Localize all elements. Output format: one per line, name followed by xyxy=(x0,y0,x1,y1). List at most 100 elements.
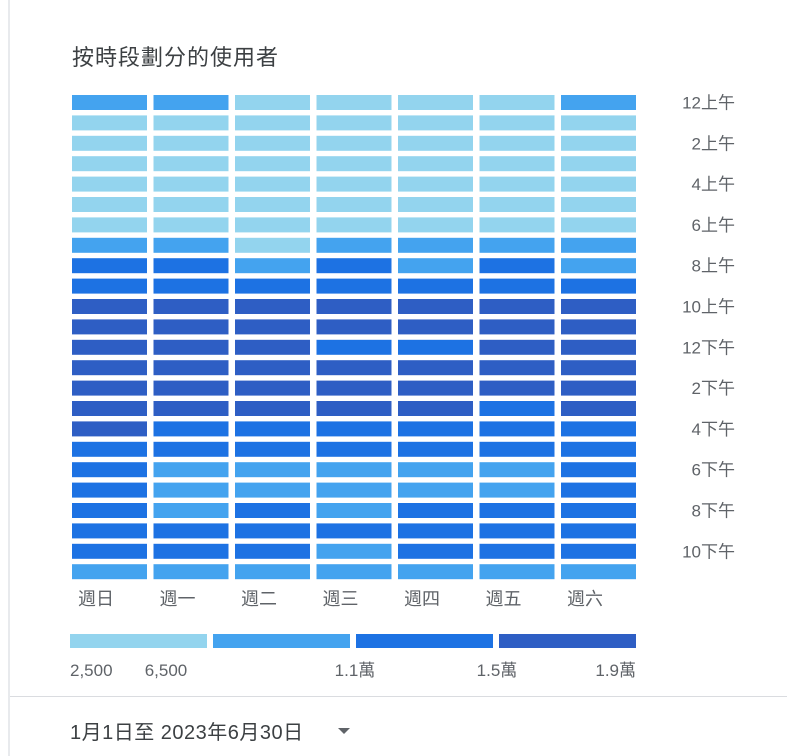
heatmap-cell-6下午-週日[interactable] xyxy=(72,462,147,478)
heatmap-cell-8上午-週六[interactable] xyxy=(561,258,636,274)
heatmap-cell-10下午-週日[interactable] xyxy=(72,543,147,559)
heatmap-cell-1下午-週三[interactable] xyxy=(316,360,392,376)
heatmap-cell-5下午-週五[interactable] xyxy=(479,441,555,457)
date-range-label[interactable]: 1月1日至 2023年6月30日 xyxy=(70,721,304,744)
heatmap-cell-9上午-週二[interactable] xyxy=(235,278,310,294)
heatmap-cell-12下午-週日[interactable] xyxy=(72,339,147,355)
heatmap-cell-7下午-週三[interactable] xyxy=(316,482,392,498)
heatmap-cell-9上午-週四[interactable] xyxy=(398,278,473,294)
heatmap-cell-6下午-週一[interactable] xyxy=(153,462,229,478)
heatmap-cell-1上午-週日[interactable] xyxy=(72,115,147,131)
heatmap-cell-3下午-週四[interactable] xyxy=(398,401,473,416)
heatmap-cell-4上午-週二[interactable] xyxy=(235,176,310,192)
heatmap-cell-9上午-週日[interactable] xyxy=(72,278,147,294)
heatmap-cell-10上午-週日[interactable] xyxy=(72,299,147,314)
heatmap-cell-3上午-週三[interactable] xyxy=(316,156,392,172)
heatmap-cell-5上午-週日[interactable] xyxy=(72,197,147,212)
heatmap-cell-5下午-週二[interactable] xyxy=(235,441,310,457)
heatmap-cell-12下午-週一[interactable] xyxy=(153,339,229,355)
heatmap-cell-11上午-週三[interactable] xyxy=(316,319,392,335)
heatmap-cell-3下午-週日[interactable] xyxy=(72,401,147,416)
heatmap-cell-8下午-週一[interactable] xyxy=(153,503,229,518)
heatmap-cell-7下午-週五[interactable] xyxy=(479,482,555,498)
heatmap-cell-3下午-週五[interactable] xyxy=(479,401,555,416)
heatmap-cell-10下午-週三[interactable] xyxy=(316,543,392,559)
heatmap-cell-10下午-週六[interactable] xyxy=(561,543,636,559)
heatmap-cell-8上午-週四[interactable] xyxy=(398,258,473,274)
heatmap-cell-10上午-週一[interactable] xyxy=(153,299,229,314)
heatmap-cell-12下午-週二[interactable] xyxy=(235,339,310,355)
heatmap-cell-1下午-週五[interactable] xyxy=(479,360,555,376)
heatmap-cell-3上午-週五[interactable] xyxy=(479,156,555,172)
heatmap-cell-6上午-週一[interactable] xyxy=(153,217,229,233)
heatmap-cell-4上午-週一[interactable] xyxy=(153,176,229,192)
heatmap-cell-2上午-週五[interactable] xyxy=(479,135,555,151)
heatmap-cell-2上午-週六[interactable] xyxy=(561,135,636,151)
heatmap-cell-1上午-週四[interactable] xyxy=(398,115,473,131)
heatmap-cell-5上午-週三[interactable] xyxy=(316,197,392,212)
heatmap-cell-5下午-週一[interactable] xyxy=(153,441,229,457)
heatmap-cell-4下午-週六[interactable] xyxy=(561,421,636,437)
heatmap-cell-9下午-週二[interactable] xyxy=(235,523,310,539)
heatmap-cell-6下午-週五[interactable] xyxy=(479,462,555,478)
heatmap-cell-4下午-週日[interactable] xyxy=(72,421,147,437)
heatmap-cell-1上午-週五[interactable] xyxy=(479,115,555,131)
heatmap-cell-11下午-週日[interactable] xyxy=(72,564,147,580)
heatmap-cell-6上午-週日[interactable] xyxy=(72,217,147,233)
heatmap-cell-2下午-週二[interactable] xyxy=(235,380,310,396)
heatmap-cell-3下午-週三[interactable] xyxy=(316,401,392,416)
heatmap-cell-5下午-週四[interactable] xyxy=(398,441,473,457)
heatmap-cell-10下午-週二[interactable] xyxy=(235,543,310,559)
heatmap-cell-6上午-週三[interactable] xyxy=(316,217,392,233)
heatmap-cell-2上午-週一[interactable] xyxy=(153,135,229,151)
heatmap-cell-1下午-週二[interactable] xyxy=(235,360,310,376)
heatmap-cell-9上午-週三[interactable] xyxy=(316,278,392,294)
heatmap-cell-3上午-週一[interactable] xyxy=(153,156,229,172)
heatmap-cell-10上午-週五[interactable] xyxy=(479,299,555,314)
heatmap-cell-9下午-週六[interactable] xyxy=(561,523,636,539)
caret-down-icon[interactable] xyxy=(337,728,350,734)
date-range-selector[interactable]: 1月1日至 2023年6月30日 xyxy=(70,712,350,748)
heatmap-cell-4上午-週五[interactable] xyxy=(479,176,555,192)
heatmap-cell-8上午-週三[interactable] xyxy=(316,258,392,274)
heatmap-cell-12上午-週二[interactable] xyxy=(235,95,310,110)
heatmap-cell-2上午-週四[interactable] xyxy=(398,135,473,151)
heatmap-cell-11上午-週五[interactable] xyxy=(479,319,555,335)
heatmap-cell-4下午-週五[interactable] xyxy=(479,421,555,437)
heatmap-cell-4上午-週三[interactable] xyxy=(316,176,392,192)
heatmap-cell-8下午-週三[interactable] xyxy=(316,503,392,518)
heatmap-cell-7下午-週日[interactable] xyxy=(72,482,147,498)
heatmap-cell-4上午-週六[interactable] xyxy=(561,176,636,192)
heatmap-cell-10上午-週六[interactable] xyxy=(561,299,636,314)
heatmap-cell-6上午-週四[interactable] xyxy=(398,217,473,233)
heatmap-cell-6下午-週四[interactable] xyxy=(398,462,473,478)
heatmap-cell-1下午-週六[interactable] xyxy=(561,360,636,376)
heatmap-cell-12上午-週一[interactable] xyxy=(153,95,229,110)
heatmap-cell-10下午-週五[interactable] xyxy=(479,543,555,559)
heatmap-cell-5上午-週五[interactable] xyxy=(479,197,555,212)
heatmap-cell-11下午-週二[interactable] xyxy=(235,564,310,580)
heatmap-cell-8下午-週四[interactable] xyxy=(398,503,473,518)
heatmap-cell-7上午-週四[interactable] xyxy=(398,237,473,253)
heatmap-cell-10上午-週三[interactable] xyxy=(316,299,392,314)
heatmap-cell-7上午-週日[interactable] xyxy=(72,237,147,253)
heatmap-cell-2上午-週三[interactable] xyxy=(316,135,392,151)
heatmap-cell-5下午-週日[interactable] xyxy=(72,441,147,457)
heatmap-cell-3下午-週一[interactable] xyxy=(153,401,229,416)
heatmap-cell-5下午-週六[interactable] xyxy=(561,441,636,457)
heatmap-cell-11下午-週一[interactable] xyxy=(153,564,229,580)
heatmap-cell-11下午-週四[interactable] xyxy=(398,564,473,580)
heatmap-cell-7上午-週一[interactable] xyxy=(153,237,229,253)
heatmap-cell-11上午-週一[interactable] xyxy=(153,319,229,335)
heatmap-cell-4上午-週四[interactable] xyxy=(398,176,473,192)
heatmap-cell-8上午-週五[interactable] xyxy=(479,258,555,274)
heatmap-cell-1上午-週六[interactable] xyxy=(561,115,636,131)
heatmap-cell-6下午-週二[interactable] xyxy=(235,462,310,478)
heatmap-cell-11上午-週四[interactable] xyxy=(398,319,473,335)
heatmap-cell-2上午-週二[interactable] xyxy=(235,135,310,151)
heatmap-cell-4下午-週三[interactable] xyxy=(316,421,392,437)
heatmap-cell-11下午-週三[interactable] xyxy=(316,564,392,580)
heatmap-cell-12上午-週六[interactable] xyxy=(561,95,636,110)
heatmap-cell-11下午-週六[interactable] xyxy=(561,564,636,580)
heatmap-cell-3上午-週日[interactable] xyxy=(72,156,147,172)
